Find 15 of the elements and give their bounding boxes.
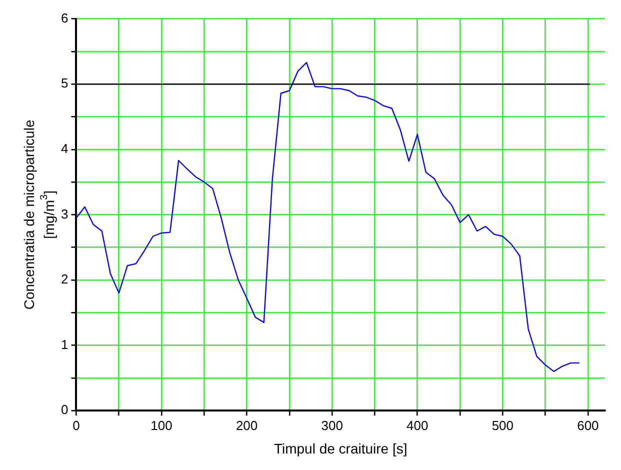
x-tick-label: 500 — [492, 418, 514, 433]
y-tick-label: 1 — [60, 336, 68, 352]
y-tick-label: 5 — [60, 76, 68, 91]
y-tick-label: 4 — [60, 140, 68, 156]
y-tick-label: 2 — [60, 272, 68, 287]
x-tick-label: 200 — [236, 418, 258, 433]
x-tick-label: 400 — [406, 418, 428, 433]
y-tick-label: 6 — [60, 10, 68, 26]
y-tick-label: 0 — [60, 402, 68, 418]
x-tick-label: 100 — [150, 418, 172, 433]
x-axis-title: Timpul de craituire [s] — [274, 440, 408, 456]
x-tick-label: 300 — [321, 418, 343, 433]
x-tick-label: 0 — [72, 418, 80, 433]
y-tick-label: 3 — [60, 206, 68, 222]
x-tick-label: 600 — [577, 418, 599, 433]
